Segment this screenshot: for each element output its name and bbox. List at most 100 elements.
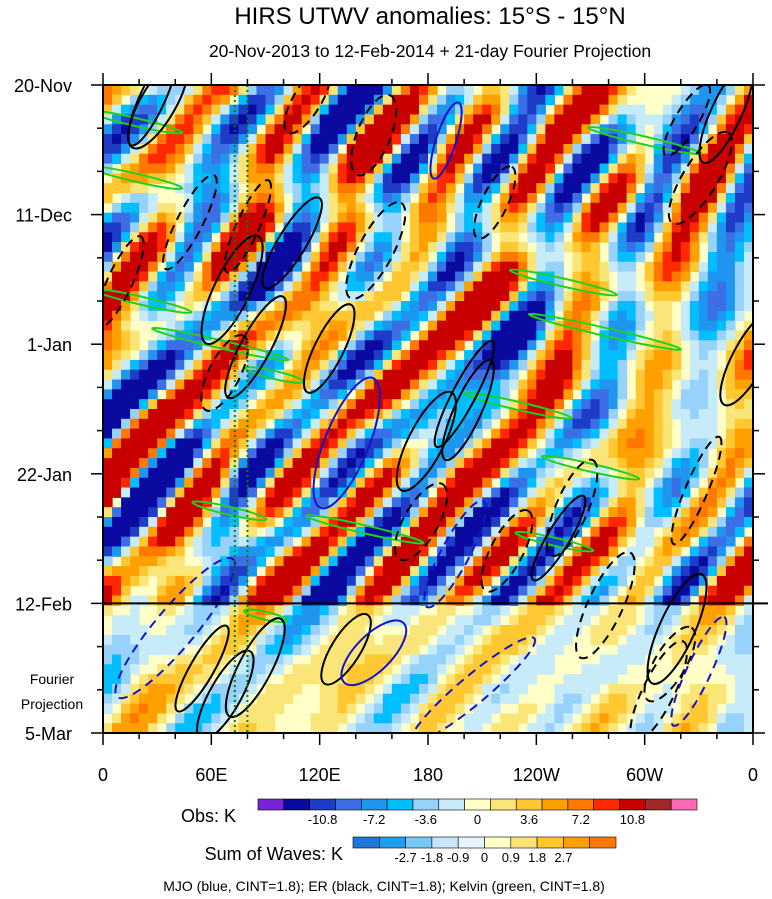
heat-cell [545,507,555,518]
heat-cell [319,193,330,204]
heat-cell [166,409,176,420]
heat-cell [707,379,718,390]
heat-cell [464,320,474,332]
heat-cell [373,291,384,302]
heat-cell [112,183,122,194]
heat-cell [292,448,303,459]
heat-cell [130,575,140,587]
heat-cell [635,477,646,489]
heat-cell [220,153,230,165]
heat-cell [626,232,637,243]
heat-cell [310,605,321,616]
heat-cell [428,693,438,705]
heat-cell [229,674,240,685]
heat-cell [265,654,276,665]
heat-cell [455,281,465,292]
heat-cell [662,536,673,548]
heat-cell [283,497,294,508]
heat-cell [563,477,574,489]
heat-cell [518,605,528,616]
heat-cell [418,703,429,714]
heat-cell [428,526,438,538]
heat-cell [184,310,194,322]
heat-cell [220,507,230,518]
heat-cell [563,183,574,194]
heat-cell [364,124,375,135]
heat-cell [184,438,194,449]
heat-cell [743,428,753,440]
heat-cell [418,85,429,96]
heat-cell [220,556,230,567]
heat-cell [716,301,727,312]
heat-cell [274,242,285,253]
heat-cell [220,409,230,420]
heat-cell [617,713,628,724]
heat-cell [121,251,131,263]
y-tick-label: 11-Dec [15,206,72,226]
heat-cell [716,222,727,233]
heat-cell [409,693,420,705]
heat-cell [563,634,574,646]
heat-cell [382,350,393,361]
heat-cell [734,271,745,282]
heat-cell [743,458,753,469]
heat-cell [572,251,583,263]
heat-cell [391,428,402,440]
heat-cell [437,615,447,626]
heat-cell [644,310,655,322]
heat-cell [391,212,402,224]
er-contour [698,85,753,165]
heat-cell [130,85,140,96]
waves-colorbar: -2.7 -1.8 -0.9 0 0.9 1.8 2.7 [352,836,617,865]
heat-cell [536,644,546,656]
heat-cell [464,448,474,459]
heat-cell [103,104,113,116]
heat-cell [166,359,176,371]
heat-cell [310,310,321,322]
heat-cell [157,595,167,606]
heat-cell [698,114,709,125]
heat-cell [184,399,194,410]
heat-cell [482,634,492,646]
heat-cell [328,320,339,332]
heat-cell [112,379,122,390]
heat-cell [355,114,366,125]
heat-cell [238,212,249,224]
heat-cell [473,310,483,322]
x-tick-label: 120W [513,765,560,785]
heat-cell [112,674,122,685]
heat-cell [184,143,194,155]
heat-cell [256,114,267,125]
heat-cell [428,625,438,636]
heat-cell [617,379,628,390]
heat-cell [310,350,321,361]
heat-cell [409,487,420,498]
heat-cell [112,566,122,577]
heat-cell [265,202,276,214]
heat-cell [653,409,664,420]
heat-cell [391,222,402,233]
heat-cell [491,330,501,341]
heat-cell [581,723,592,733]
heat-cell [175,261,185,273]
heat-cell [337,232,348,243]
heat-cell [274,575,285,587]
heat-cell [716,713,727,724]
er-contour [196,649,255,733]
heat-cell [482,163,492,174]
heat-cell [409,409,420,420]
heat-cell [734,124,745,135]
heat-cell [265,458,276,469]
heat-cell [671,517,682,528]
heat-cell [319,536,330,548]
heat-cell [130,183,140,194]
heat-cell [220,595,230,606]
heat-cell [373,448,384,459]
heat-cell [428,261,438,273]
heat-cell [184,124,194,135]
heat-cell [292,281,303,292]
heat-cell [437,242,447,253]
heat-cell [680,124,691,135]
heat-cell [581,163,592,174]
heat-cell [446,467,456,479]
